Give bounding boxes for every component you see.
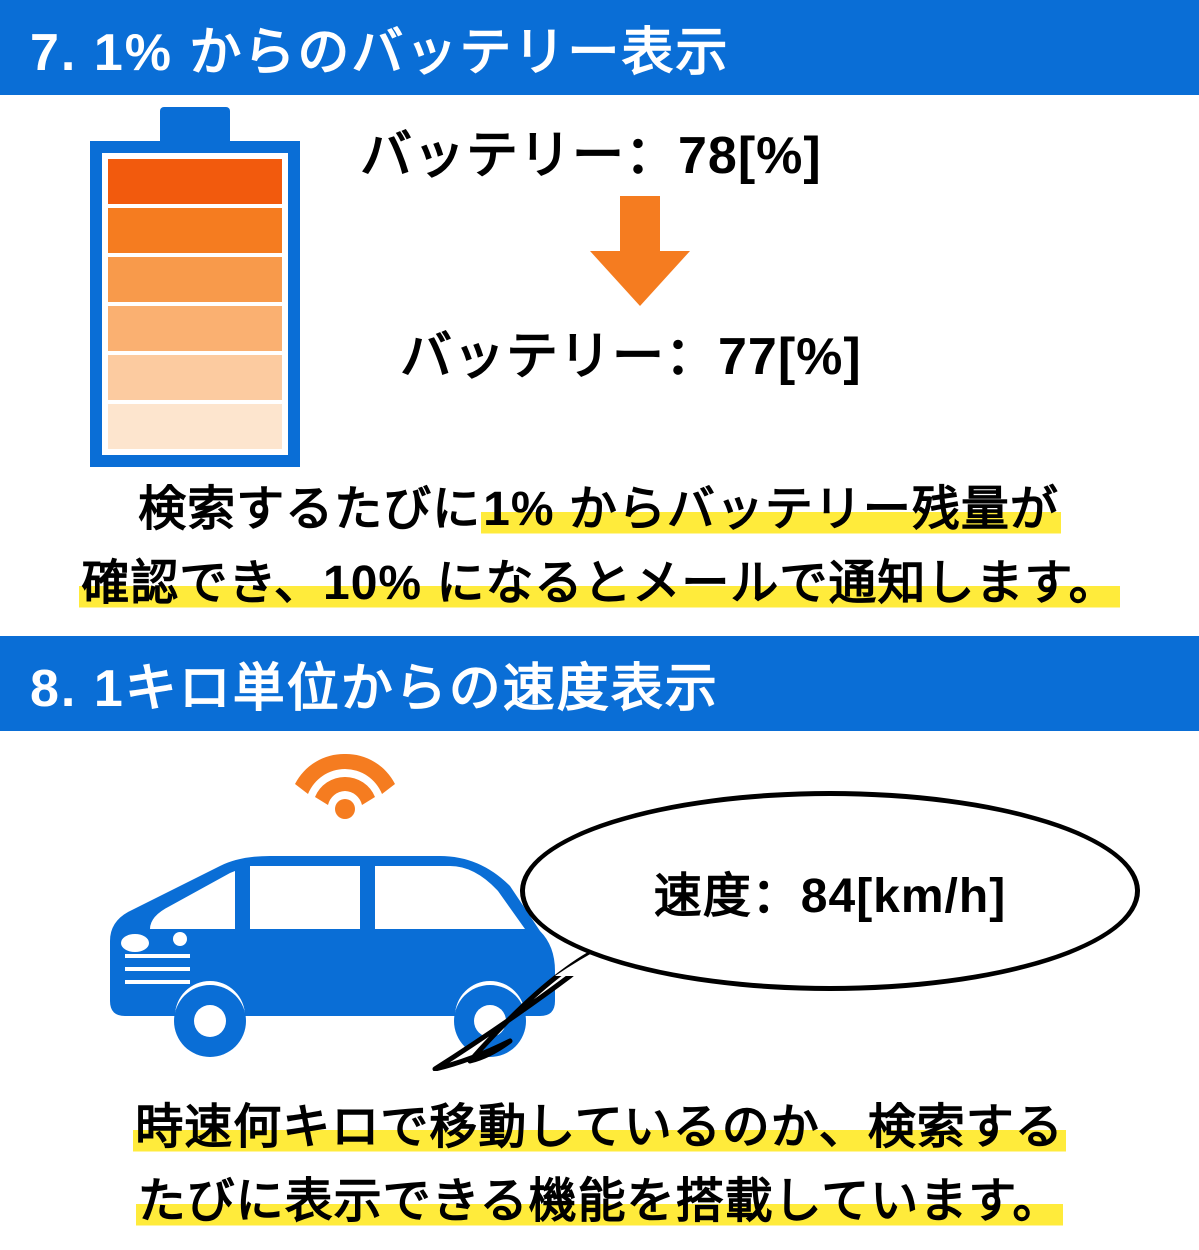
battery-after-text: バッテリー：77[%] <box>400 314 920 389</box>
battery-text-column: バッテリー：78[%] バッテリー：77[%] <box>360 107 920 389</box>
desc-highlight: たびに表示できる機能を搭載しています。 <box>136 1175 1064 1228</box>
desc-highlight: 時速何キロで移動しているのか、検索する <box>133 1101 1066 1154</box>
desc-highlight: 1% からバッテリー残量が <box>481 483 1061 536</box>
down-arrow-icon <box>360 196 920 306</box>
section8-description: 時速何キロで移動しているのか、検索する たびに表示できる機能を搭載しています。 <box>0 1091 1199 1250</box>
desc-highlight: 確認でき、10% になるとメールで通知します。 <box>79 557 1119 610</box>
section7-header: 7. 1% からのバッテリー表示 <box>0 0 1199 95</box>
battery-icon <box>90 107 300 467</box>
speed-bubble: 速度：84[km/h] <box>520 791 1140 991</box>
battery-row: バッテリー：78[%] バッテリー：77[%] <box>0 95 1199 467</box>
bubble-tail <box>430 941 610 1076</box>
speed-illustration: 速度：84[km/h] <box>0 731 1199 1091</box>
speed-label: 速度：84[km/h] <box>654 856 1006 926</box>
battery-before-text: バッテリー：78[%] <box>360 113 920 188</box>
section8-header: 8. 1キロ単位からの速度表示 <box>0 636 1199 731</box>
desc-text: 検索するたびに <box>138 483 481 536</box>
section7-description: 検索するたびに1% からバッテリー残量が 確認でき、10% になるとメールで通知… <box>0 467 1199 632</box>
